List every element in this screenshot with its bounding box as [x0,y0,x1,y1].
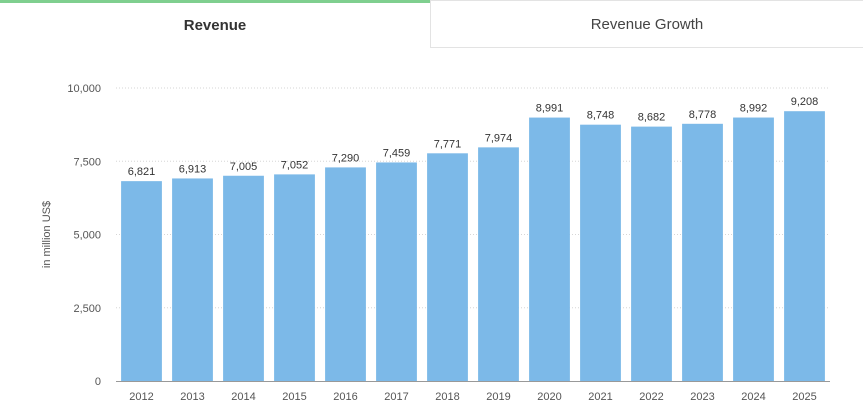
x-tick-label-2012: 2012 [129,391,153,403]
y-axis-ticks: 0 2,500 5,000 7,500 10,000 [67,83,101,388]
y-tick-label: 2,500 [73,303,101,315]
data-label-2012: 6,821 [128,166,156,178]
bar-2025[interactable] [784,111,825,381]
data-label-2016: 7,290 [332,152,360,164]
tab-revenue-growth[interactable]: Revenue Growth [430,0,863,48]
data-label-2024: 8,992 [740,103,768,115]
tab-revenue-growth-label: Revenue Growth [590,15,704,33]
bar-2017[interactable] [376,162,417,381]
revenue-bar-chart: 0 2,500 5,000 7,500 10,000 6,821 6,913 7,005 7,… [41,83,830,403]
x-tick-label-2020: 2020 [537,391,561,403]
bar-2019[interactable] [478,147,519,381]
bar-2018[interactable] [427,153,468,381]
bars [121,111,825,382]
x-tick-label-2019: 2019 [486,391,510,403]
data-label-2022: 8,682 [638,112,666,124]
data-label-2019: 7,974 [485,132,513,144]
bar-2024[interactable] [733,117,774,382]
x-tick-label-2023: 2023 [690,391,714,403]
data-label-2018: 7,771 [434,138,462,150]
x-tick-label-2014: 2014 [231,391,255,403]
x-tick-label-2024: 2024 [741,391,765,403]
data-label-2014: 7,005 [230,161,258,173]
y-tick-label: 5,000 [73,230,101,242]
y-axis-label: in million US$ [41,201,53,268]
tab-bar: Revenue Revenue Growth [0,0,863,48]
x-tick-label-2022: 2022 [639,391,663,403]
y-tick-label: 7,500 [73,156,101,168]
bar-2023[interactable] [682,123,723,382]
x-tick-label-2013: 2013 [180,391,204,403]
x-tick-label-2025: 2025 [792,391,816,403]
bar-2016[interactable] [325,167,366,381]
chart-container: 0 2,500 5,000 7,500 10,000 6,821 6,913 7,005 7,… [0,48,863,411]
bar-2015[interactable] [274,174,315,381]
x-tick-label-2018: 2018 [435,391,459,403]
bar-2021[interactable] [580,124,621,382]
data-label-2021: 8,748 [587,110,615,122]
tab-revenue-label: Revenue [183,17,247,34]
x-tick-label-2017: 2017 [384,391,408,403]
x-tick-label-2021: 2021 [588,391,612,403]
data-label-2013: 6,913 [179,163,207,175]
data-label-2020: 8,991 [536,103,564,115]
data-label-2023: 8,778 [689,109,717,121]
bar-2022[interactable] [631,126,672,381]
data-label-2025: 9,208 [791,96,819,108]
y-tick-label: 10,000 [67,83,101,95]
x-tick-label-2015: 2015 [282,391,306,403]
bar-2013[interactable] [172,178,213,381]
data-label-2017: 7,459 [383,147,411,159]
bar-2012[interactable] [121,181,162,381]
x-tick-label-2016: 2016 [333,391,357,403]
x-axis-ticks: 2012 2013 2014 2015 2016 2017 2018 2019 2020 2021… [129,391,816,403]
data-label-2015: 7,052 [281,159,309,171]
y-tick-label: 0 [95,376,101,388]
data-labels: 6,821 6,913 7,005 7,052 7,290 7,459 7,771 7,974… [128,96,819,178]
bar-2014[interactable] [223,175,264,381]
tab-revenue[interactable]: Revenue [0,0,430,48]
bar-2020[interactable] [529,117,570,382]
